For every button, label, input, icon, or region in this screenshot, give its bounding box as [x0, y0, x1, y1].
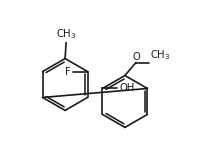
- Text: CH$_3$: CH$_3$: [56, 27, 76, 41]
- Text: CH$_3$: CH$_3$: [150, 48, 170, 62]
- Text: O: O: [132, 52, 140, 62]
- Text: F: F: [65, 66, 71, 76]
- Text: OH: OH: [119, 84, 134, 94]
